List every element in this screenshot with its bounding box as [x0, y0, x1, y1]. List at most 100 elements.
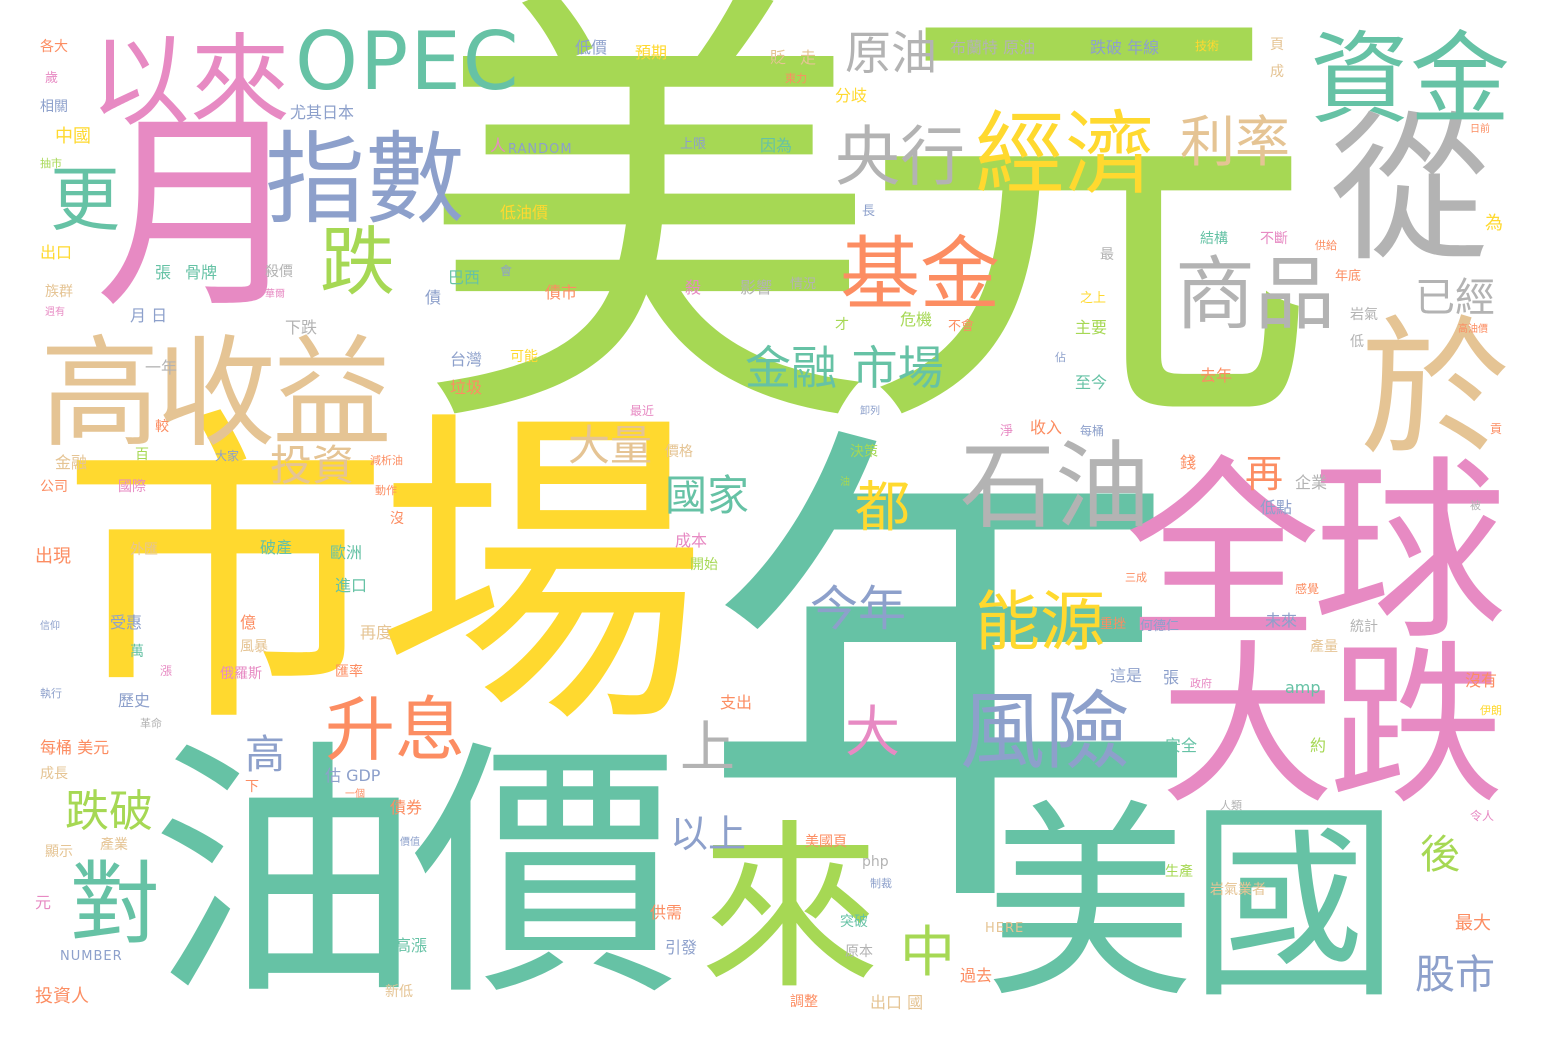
- word-small: 危機: [900, 310, 933, 329]
- word-small: 歐洲: [330, 543, 363, 562]
- word-small: 信仰: [40, 621, 60, 632]
- word-small: 每桶 美元: [40, 738, 110, 757]
- word-small: 殺價: [265, 264, 293, 280]
- word-small: 價格: [665, 444, 693, 460]
- word-small: 張: [155, 263, 172, 282]
- word-small: 下跌: [285, 318, 318, 337]
- word-small: 卸列: [860, 406, 880, 417]
- word-jinnian: 今年: [810, 581, 907, 637]
- word-small: 生產: [1165, 864, 1193, 880]
- word-small: 歷史: [118, 691, 151, 710]
- word-small: NUMBER: [60, 949, 123, 964]
- word-small: 何德仁: [1140, 619, 1180, 634]
- word-small: 殺: [685, 278, 702, 297]
- word-small: 技術: [1195, 39, 1220, 53]
- word-small: 沙烏地 阿拉伯: [675, 203, 789, 224]
- word-small: 每桶: [1080, 424, 1105, 438]
- word-guojia: 國家: [665, 471, 750, 520]
- word-small: 垃圾: [450, 378, 483, 397]
- word-dui: 對: [70, 852, 160, 957]
- word-small: 最大: [1455, 913, 1491, 934]
- word-small: 統計: [1350, 619, 1378, 635]
- word-small: 金融: [55, 453, 88, 472]
- word-small: 較: [155, 419, 169, 435]
- word-small: 顯示: [45, 844, 73, 860]
- word-jijin: 基金: [840, 228, 1000, 321]
- word-small: 執行: [40, 687, 62, 700]
- word-yuanyou: 原油: [845, 26, 937, 80]
- word-shengxi: 升息: [325, 689, 465, 771]
- word-small: 債券: [390, 798, 423, 817]
- word-small: 產量: [1310, 639, 1338, 655]
- word-small: 出口 國: [870, 993, 924, 1012]
- word-small: 才: [835, 317, 849, 333]
- word-yijing: 已經: [1415, 275, 1495, 321]
- word-small: 會: [500, 264, 513, 278]
- word-shichang: 市場: [60, 383, 706, 767]
- word-small: 巴西: [448, 268, 481, 287]
- word-small: 淨: [1000, 424, 1014, 439]
- word-small: 減析油: [370, 454, 403, 467]
- word-small: 錢: [1180, 453, 1197, 472]
- word-small: 成: [1270, 64, 1284, 80]
- word-small: 億: [240, 613, 257, 632]
- word-small: 沒有: [1465, 671, 1498, 690]
- word-small: 支出: [720, 693, 753, 712]
- word-small: amp: [1285, 678, 1321, 697]
- word-small: 未來: [1265, 611, 1298, 630]
- word-small: 再度: [360, 623, 393, 642]
- word-dadie: 大跌: [1160, 626, 1504, 829]
- word-small: 漲: [160, 664, 173, 678]
- word-small: 族群: [45, 284, 73, 300]
- word-shiyou: 石油: [960, 432, 1151, 542]
- word-small: 不斷: [1260, 231, 1288, 247]
- word-small: 受惠: [110, 613, 143, 632]
- word-small: 情況: [790, 277, 817, 292]
- word-small: 這是: [1110, 666, 1143, 685]
- word-small: 最: [1100, 247, 1114, 263]
- word-small: 進口: [335, 576, 368, 595]
- word-small: 收入: [1030, 418, 1063, 437]
- word-small: 影響: [740, 278, 773, 297]
- word-small: 高漲: [395, 936, 428, 955]
- word-small: 低油價: [500, 203, 549, 222]
- word-small: 元: [35, 893, 52, 912]
- word-small: 歲: [45, 71, 59, 86]
- word-small: 成長: [40, 766, 68, 782]
- word-small: 高油價: [1458, 324, 1488, 335]
- word-small: 外匯: [130, 542, 158, 558]
- word-jingji: 經濟: [975, 102, 1155, 207]
- word-small: 動作: [375, 484, 397, 497]
- word-small: 佔: [1055, 351, 1066, 364]
- word-small: 人類: [1220, 799, 1242, 812]
- word-small: 頁: [1270, 37, 1284, 53]
- word-small: 調整: [790, 994, 818, 1010]
- word-zai: 再: [1245, 452, 1284, 496]
- word-small: 可能: [510, 349, 538, 365]
- word-small: 三成: [1125, 571, 1147, 584]
- word-small: 油: [840, 477, 850, 488]
- word-shang: 上: [680, 715, 736, 779]
- word-fengxian: 風險: [960, 683, 1131, 782]
- word-zijin: 資金: [1310, 21, 1510, 138]
- word-small: 最近: [630, 404, 655, 418]
- word-lilv: 利率: [1180, 110, 1291, 174]
- word-small: 岩氣: [1350, 307, 1378, 323]
- word-small: 預期: [635, 43, 668, 62]
- word-small: 政府: [1190, 677, 1212, 690]
- word-small: 風暴: [240, 639, 268, 655]
- word-small: 因為: [760, 136, 793, 155]
- word-small: RANDOM: [508, 142, 573, 157]
- word-small: 下: [245, 779, 259, 795]
- word-meiguo: 美國: [985, 782, 1399, 1027]
- word-small: 革命: [140, 717, 162, 730]
- word-small: 之上: [1080, 291, 1107, 306]
- word-small: 走: [800, 48, 817, 67]
- word-small: 台灣: [450, 350, 483, 369]
- word-small: 原本: [845, 944, 873, 960]
- word-small: 過去: [960, 966, 993, 985]
- word-small: 大家: [215, 449, 240, 463]
- word-small: 投資人: [35, 986, 89, 1007]
- word-small: 中國: [55, 126, 91, 147]
